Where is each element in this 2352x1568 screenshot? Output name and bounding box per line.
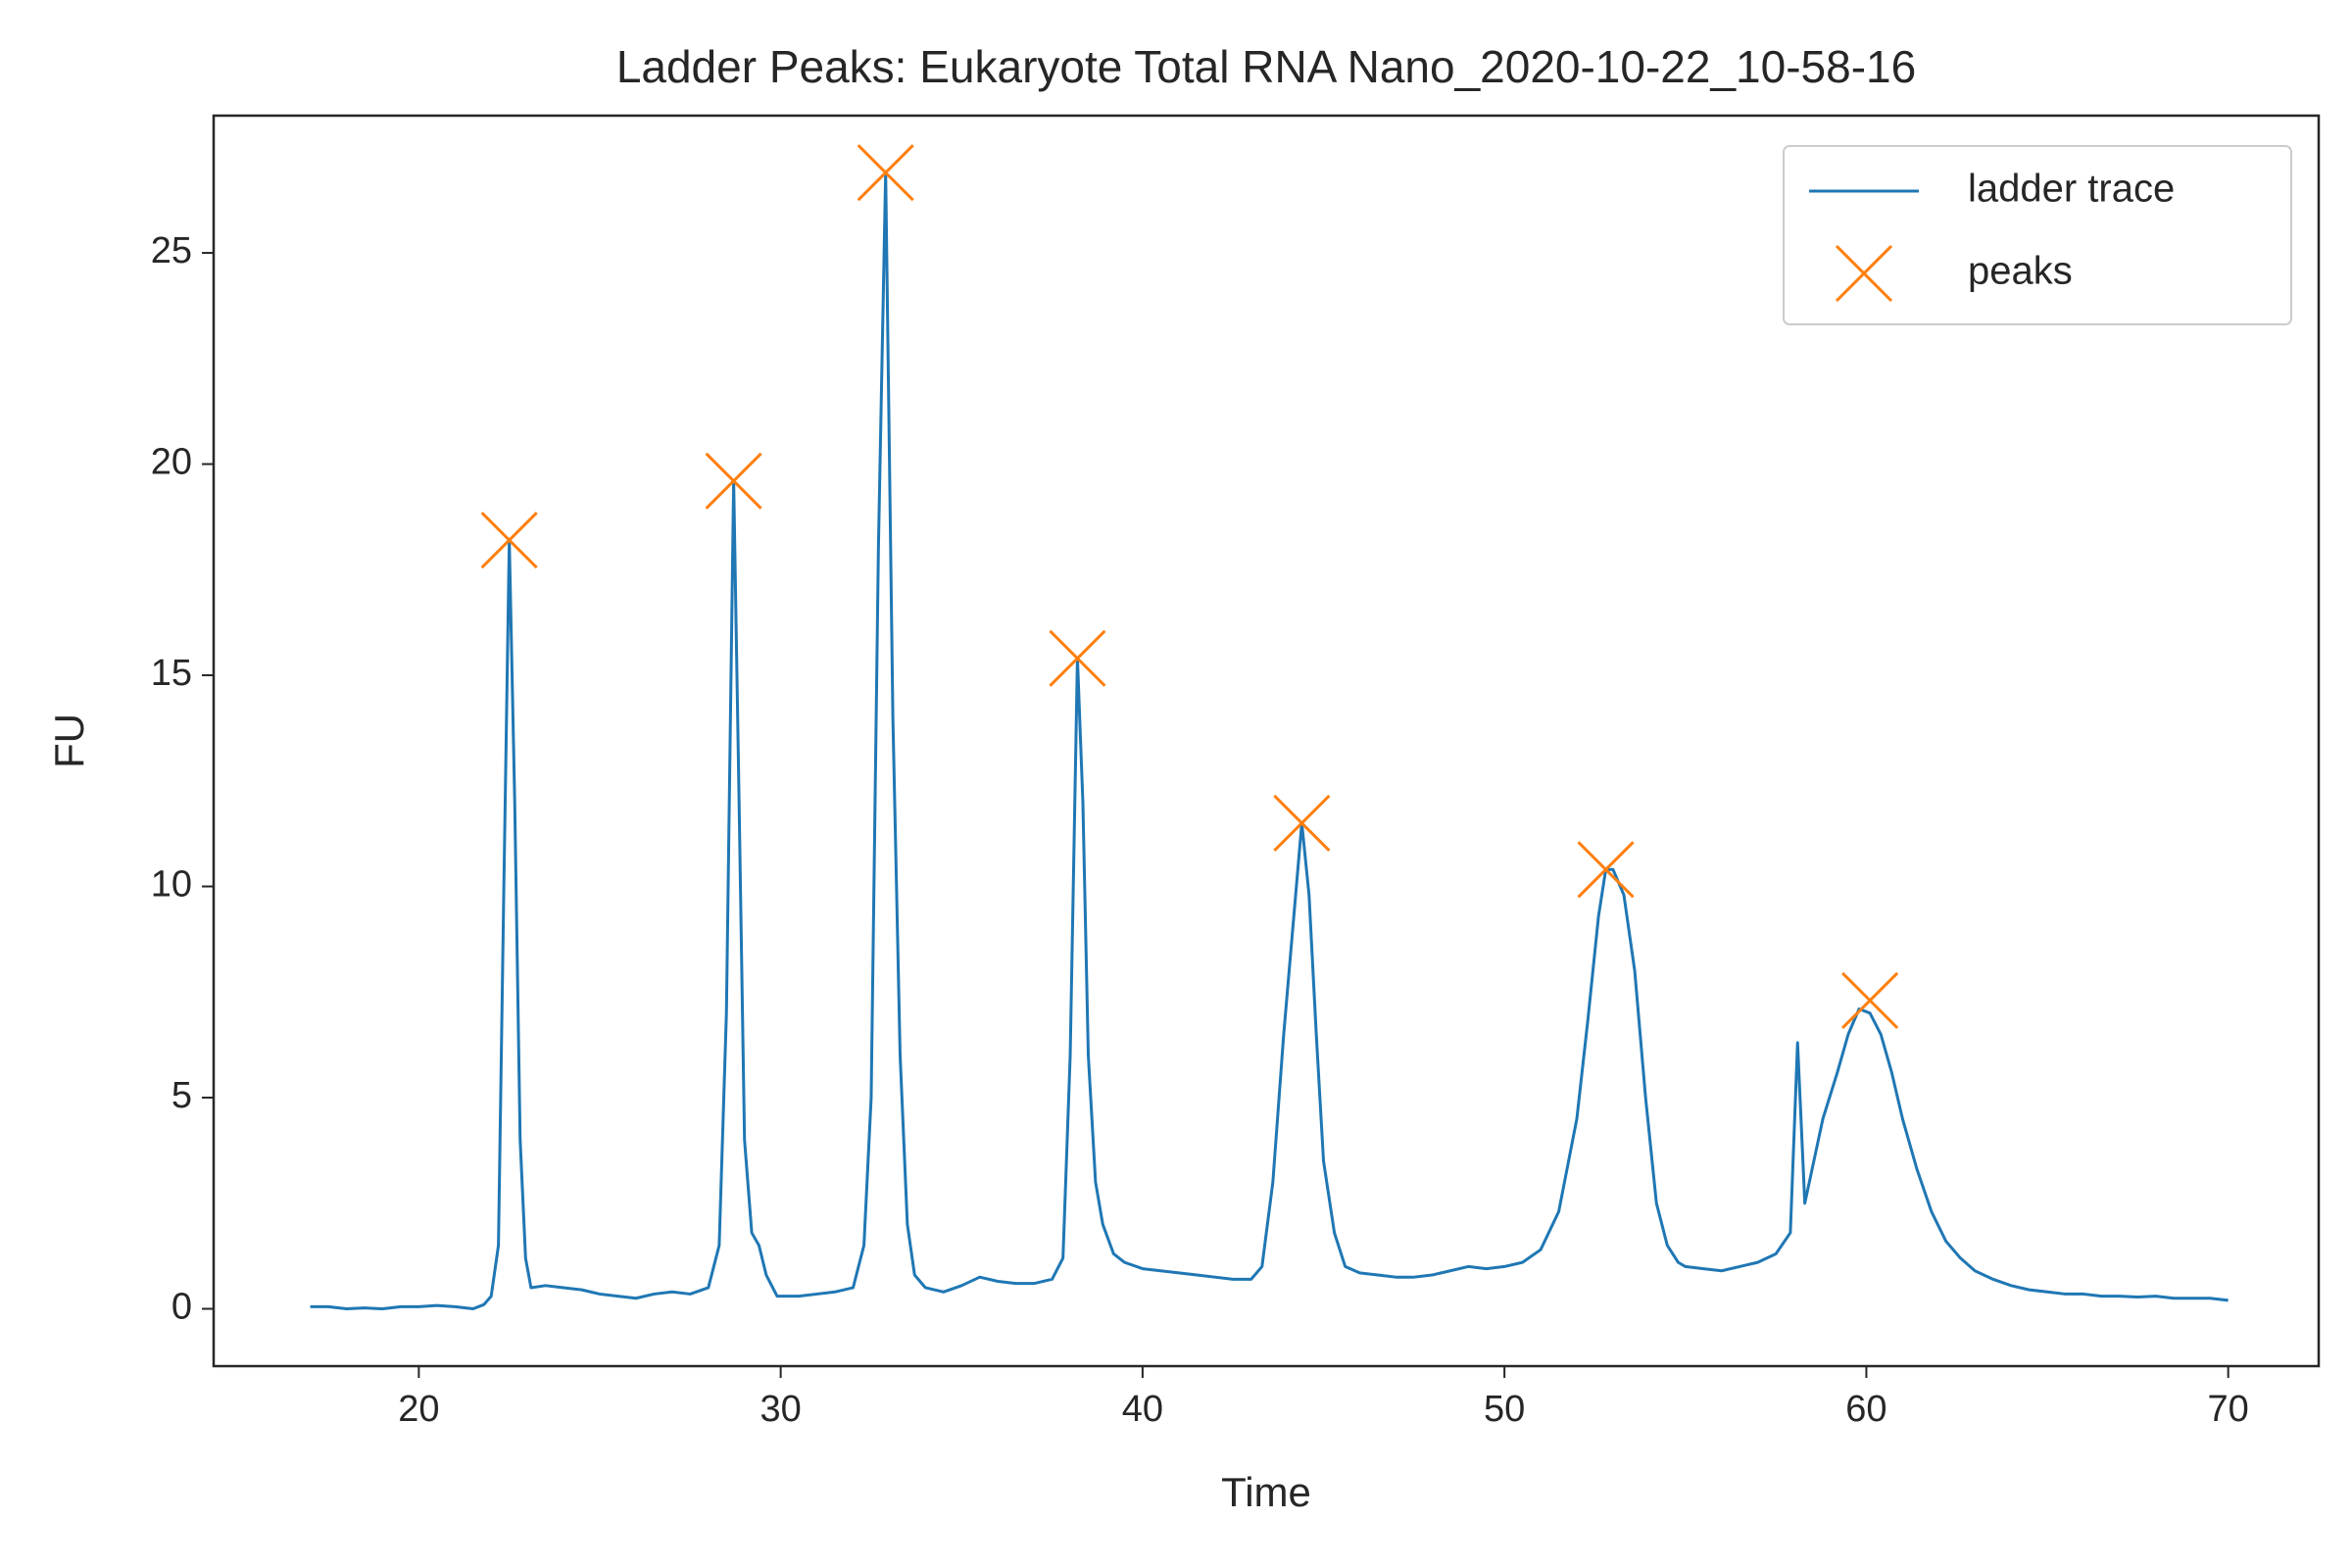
x-tick-label: 20 bbox=[398, 1389, 439, 1430]
x-tick-label: 70 bbox=[2208, 1389, 2249, 1430]
y-tick-label: 20 bbox=[151, 442, 192, 483]
legend-marker bbox=[1835, 244, 1893, 303]
y-tick-label: 25 bbox=[151, 230, 192, 271]
y-tick-label: 0 bbox=[172, 1287, 192, 1328]
peak-marker bbox=[480, 512, 538, 569]
trace-line bbox=[310, 171, 2229, 1311]
peak-marker bbox=[1049, 629, 1106, 687]
x-tick-label: 50 bbox=[1484, 1389, 1525, 1430]
x-tick-label: 60 bbox=[1845, 1389, 1886, 1430]
legend-label: peaks bbox=[1968, 250, 2073, 293]
x-tick-label: 40 bbox=[1122, 1389, 1163, 1430]
x-axis-label: Time bbox=[1221, 1469, 1311, 1515]
peak-marker bbox=[1577, 841, 1635, 899]
plot-frame bbox=[212, 114, 2321, 1368]
chart-title: Ladder Peaks: Eukaryote Total RNA Nano_2… bbox=[616, 41, 1916, 92]
peak-marker bbox=[1841, 971, 1899, 1029]
legend-label: ladder trace bbox=[1968, 168, 2175, 211]
peak-marker bbox=[705, 452, 762, 510]
y-tick-label: 10 bbox=[151, 864, 192, 906]
y-tick-label: 15 bbox=[151, 653, 192, 694]
peak-marker bbox=[1273, 794, 1331, 852]
legend: ladder trace peaks bbox=[1783, 145, 2292, 325]
x-tick-label: 30 bbox=[760, 1389, 801, 1430]
peak-marker bbox=[857, 144, 914, 202]
y-axis-label: FU bbox=[46, 713, 92, 768]
y-tick-label: 5 bbox=[172, 1075, 192, 1116]
